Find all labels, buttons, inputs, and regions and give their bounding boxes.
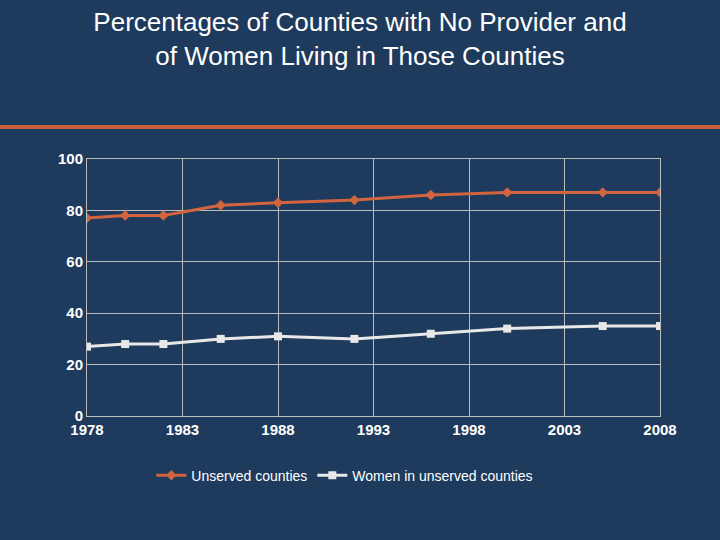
svg-text:2008: 2008 — [643, 421, 676, 438]
svg-text:40: 40 — [66, 304, 83, 321]
svg-text:Unserved counties: Unserved counties — [191, 468, 307, 484]
svg-text:80: 80 — [66, 202, 83, 219]
svg-text:20: 20 — [66, 356, 83, 373]
svg-text:1978: 1978 — [70, 421, 103, 438]
svg-text:1993: 1993 — [357, 421, 390, 438]
svg-text:1988: 1988 — [261, 421, 294, 438]
svg-text:100: 100 — [58, 150, 83, 167]
svg-text:Women in unserved counties: Women in unserved counties — [352, 468, 532, 484]
svg-text:0: 0 — [75, 407, 83, 424]
svg-text:2003: 2003 — [548, 421, 581, 438]
svg-text:60: 60 — [66, 253, 83, 270]
svg-text:Percentages of Counties with N: Percentages of Counties with No Provider… — [93, 7, 626, 71]
svg-text:1998: 1998 — [452, 421, 485, 438]
svg-text:1983: 1983 — [166, 421, 199, 438]
